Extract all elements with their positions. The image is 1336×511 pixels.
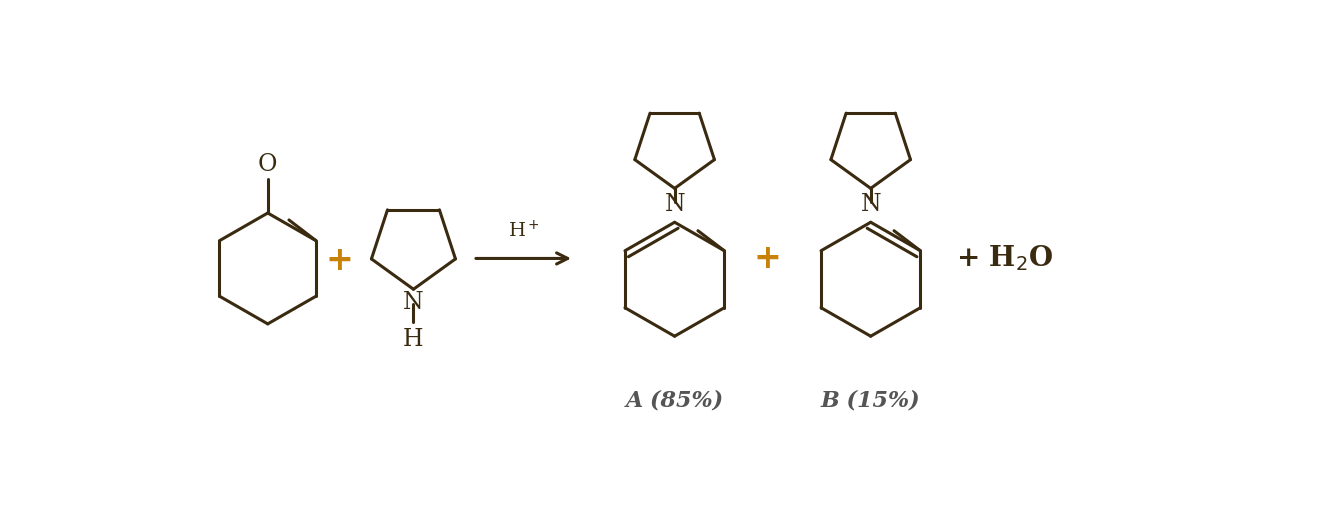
Text: H: H	[403, 328, 424, 351]
Text: O: O	[258, 153, 278, 176]
Text: N: N	[862, 193, 882, 216]
Text: B (15%): B (15%)	[820, 390, 921, 412]
Text: + H$_2$O: + H$_2$O	[957, 244, 1053, 273]
Text: H$^+$: H$^+$	[508, 220, 540, 242]
Text: +: +	[325, 244, 353, 277]
Text: N: N	[403, 291, 424, 314]
Text: N: N	[665, 193, 685, 216]
Text: +: +	[754, 242, 782, 275]
Text: A (85%): A (85%)	[625, 390, 724, 412]
